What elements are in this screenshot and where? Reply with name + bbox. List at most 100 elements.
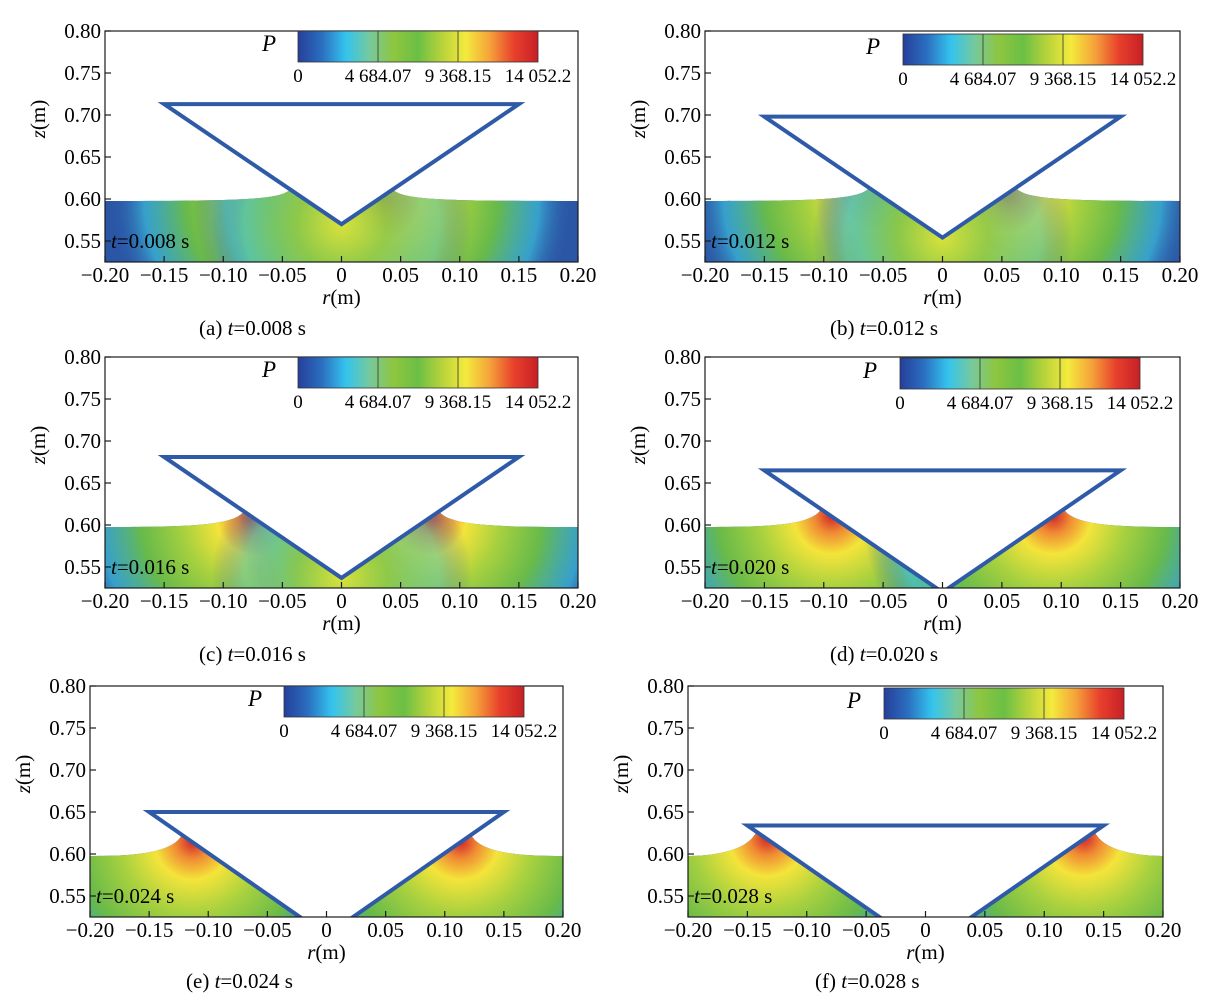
xtick-label: 0.15 [1102, 263, 1139, 287]
colorbar-tick-label: 9 368.15 [425, 392, 492, 413]
ytick-label: 0.60 [64, 187, 101, 211]
xtick-label: −0.20 [81, 263, 130, 287]
ytick-label: 0.55 [647, 884, 684, 908]
colorbar-tick-label: 9 368.15 [411, 721, 478, 742]
colorbar-tick-label: 4 684.07 [331, 721, 398, 742]
colorbar-title: P [865, 34, 880, 59]
ytick-label: 0.80 [64, 345, 101, 369]
pressure-field-right [90, 835, 563, 917]
xtick-label: 0 [937, 263, 948, 287]
colorbar-tick-label: 0 [895, 393, 905, 414]
xtick-label: 0.15 [1102, 589, 1139, 613]
ytick-label: 0.80 [64, 19, 101, 43]
xtick-label: 0.05 [382, 589, 419, 613]
body-outline [757, 468, 1128, 588]
xtick-label: 0.05 [984, 589, 1021, 613]
ytick-label: 0.70 [664, 103, 701, 127]
colorbar-tick-label: 4 684.07 [931, 723, 998, 744]
colorbar-tick-label: 0 [293, 392, 303, 413]
colorbar-title: P [261, 357, 276, 382]
ytick-label: 0.55 [64, 555, 101, 579]
xtick-label: −0.15 [723, 918, 772, 942]
plot-area [705, 114, 1180, 262]
panel-caption: (f) t=0.028 s [815, 969, 920, 993]
xtick-label: −0.20 [81, 589, 130, 613]
ytick-label: 0.75 [664, 387, 701, 411]
y-axis-label: z(m) [626, 426, 650, 466]
colorbar-tick-label: 4 684.07 [345, 66, 412, 87]
xtick-label: −0.05 [842, 918, 891, 942]
y-axis-label: z(m) [26, 426, 50, 466]
ytick-label: 0.65 [664, 471, 701, 495]
xtick-label: −0.10 [184, 918, 233, 942]
ytick-label: 0.75 [64, 61, 101, 85]
ytick-label: 0.65 [64, 471, 101, 495]
panel-e: 0.55 0.60 0.65 0.70 0.75 0.80 −0.20 −0.15 −0.10−… [11, 674, 581, 993]
xtick-label: 0.10 [426, 918, 463, 942]
ytick-label: 0.60 [664, 187, 701, 211]
xtick-label: 0.15 [501, 263, 538, 287]
time-annotation: t=0.008 s [111, 229, 189, 253]
xtick-label: 0.10 [441, 263, 478, 287]
colorbar-tick-label: 14 052.2 [491, 721, 558, 742]
colorbar [297, 30, 539, 63]
xtick-label: 0.05 [984, 263, 1021, 287]
xtick-label: 0 [336, 263, 347, 287]
xtick-label: 0.20 [560, 263, 597, 287]
xtick-label: 0.10 [1026, 918, 1063, 942]
xtick-label: 0.15 [501, 589, 538, 613]
xtick-label: 0.05 [967, 918, 1004, 942]
ytick-label: 0.75 [664, 61, 701, 85]
time-annotation: t=0.020 s [711, 555, 789, 579]
ytick-label: 0.70 [64, 103, 101, 127]
colorbar-tick-label: 14 052.2 [1110, 69, 1177, 90]
xtick-label: 0.05 [382, 263, 419, 287]
ytick-label: 0.60 [664, 513, 701, 537]
body-outline [157, 454, 526, 581]
xtick-label: −0.15 [140, 263, 189, 287]
ytick-label: 0.60 [647, 842, 684, 866]
ytick-label: 0.80 [664, 19, 701, 43]
ytick-label: 0.75 [64, 387, 101, 411]
xtick-label: −0.20 [681, 263, 730, 287]
pressure-field-right [705, 509, 1180, 588]
ytick-label: 0.75 [49, 716, 86, 740]
xtick-label: −0.15 [140, 589, 189, 613]
colorbar-tick-label: 9 368.15 [1027, 393, 1094, 414]
y-axis-label: z(m) [11, 755, 35, 795]
ytick-label: 0.65 [49, 800, 86, 824]
colorbar-tick-label: 4 684.07 [950, 69, 1017, 90]
panel-a: 0.55 0.60 0.65 0.70 0.75 0.80 −0.20 −0.15 −0.10−… [26, 19, 596, 340]
xtick-label: 0 [336, 589, 347, 613]
panel-caption: (d) t=0.020 s [830, 642, 938, 666]
pressure-field-right [688, 832, 1163, 917]
colorbar [902, 33, 1144, 66]
panel-caption: (c) t=0.016 s [199, 642, 306, 666]
time-annotation: t=0.028 s [694, 884, 772, 908]
xtick-label: −0.20 [664, 918, 713, 942]
xtick-label: −0.15 [125, 918, 174, 942]
colorbar [899, 357, 1141, 390]
colorbar-tick-label: 9 368.15 [1011, 723, 1078, 744]
ytick-label: 0.55 [64, 229, 101, 253]
y-axis-label: z(m) [26, 100, 50, 140]
time-annotation: t=0.012 s [711, 229, 789, 253]
xtick-label: −0.15 [740, 589, 789, 613]
plot-area [688, 823, 1163, 917]
colorbar-title: P [862, 358, 877, 383]
xtick-label: −0.05 [859, 589, 908, 613]
colorbar-tick-label: 14 052.2 [1107, 393, 1174, 414]
plot-area [105, 102, 578, 262]
pressure-field-apex [705, 188, 1180, 262]
ytick-label: 0.65 [647, 800, 684, 824]
ytick-label: 0.75 [647, 716, 684, 740]
x-axis-label: r(m) [307, 940, 346, 964]
colorbar-tick-label: 14 052.2 [505, 66, 572, 87]
body-outline [157, 102, 526, 227]
ytick-label: 0.60 [49, 842, 86, 866]
panel-d: 0.55 0.60 0.65 0.70 0.75 0.80 −0.20 −0.15 −0.10−… [626, 345, 1198, 666]
xtick-label: 0 [920, 918, 931, 942]
xtick-label: −0.10 [799, 589, 848, 613]
ytick-label: 0.65 [664, 145, 701, 169]
ytick-label: 0.70 [64, 429, 101, 453]
